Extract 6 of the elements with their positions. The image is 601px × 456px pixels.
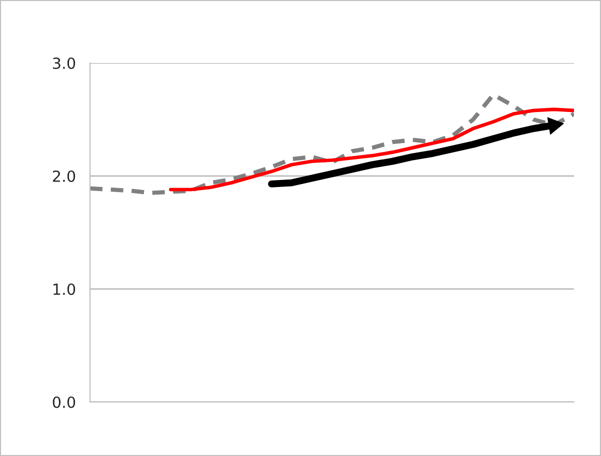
line-series (90, 92, 574, 196)
line-series (168, 108, 574, 192)
y-tick-label: 1.0 (53, 283, 76, 296)
y-tick-label: 3.0 (52, 57, 76, 70)
y-tick-label: 2.0 (52, 170, 76, 182)
y-tick-label: 0.0 (52, 396, 76, 408)
